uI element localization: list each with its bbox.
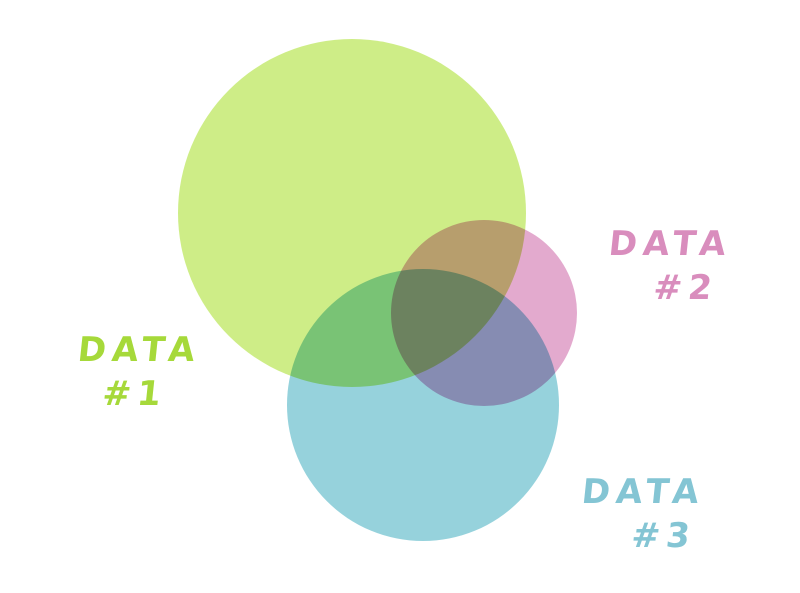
data-1-label-line2: #1	[100, 374, 169, 415]
data-3-label-line1: DATA	[579, 472, 707, 512]
data-2-circle	[391, 220, 577, 406]
data-1-label: DATA #1	[47, 328, 226, 416]
data-1-label-line1: DATA	[75, 330, 203, 370]
data-2-label-line2: #2	[651, 268, 720, 309]
data-3-label: DATA #3	[561, 470, 720, 558]
data-2-label: DATA #2	[583, 222, 752, 310]
data-3-label-line2: #3	[629, 516, 698, 557]
data-2-label-line1: DATA	[606, 224, 734, 264]
